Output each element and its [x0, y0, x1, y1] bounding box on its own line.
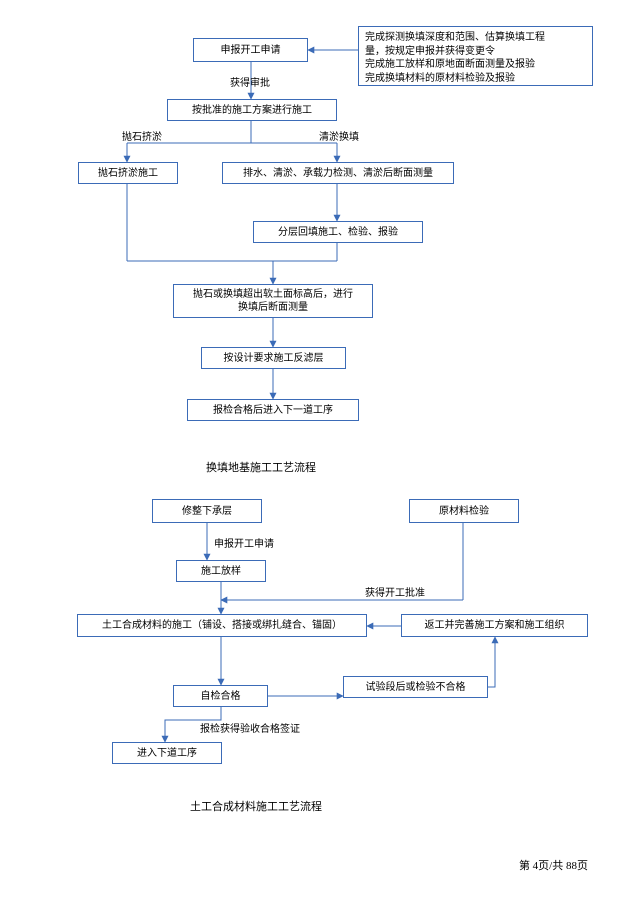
node-label: 进入下道工序 — [137, 747, 197, 760]
note-line: 完成换填材料的原材料检验及报验 — [365, 72, 586, 86]
node-label: 按设计要求施工反滤层 — [224, 352, 324, 365]
node-label: 申报开工申请 — [221, 44, 281, 57]
node-label: 试验段后或检验不合格 — [366, 681, 466, 694]
node-apply: 申报开工申请 — [193, 38, 308, 62]
node-label: 分层回填施工、检验、报验 — [278, 226, 398, 239]
node-construct: 按批准的施工方案进行施工 — [167, 99, 337, 121]
node-label: 土工合成材料的施工（铺设、搭接或绑扎缝合、锚固） — [102, 619, 342, 632]
edge-label-replace: 清淤换填 — [319, 132, 359, 144]
node-geo: 土工合成材料的施工（铺设、搭接或绑扎缝合、锚固） — [77, 614, 367, 637]
node-label: 修整下承层 — [182, 505, 232, 518]
node-label: 抛石挤淤施工 — [98, 167, 158, 180]
node-material: 原材料检验 — [409, 499, 519, 523]
node-layer: 分层回填施工、检验、报验 — [253, 221, 423, 243]
edge-label-cert: 报检获得验收合格签证 — [200, 724, 300, 736]
node-sample: 施工放样 — [176, 560, 266, 582]
edge-label-stone: 抛石挤淤 — [122, 132, 162, 144]
note-line: 量，按规定申报并获得变更令 — [365, 45, 586, 59]
note-line: 完成施工放样和原地面断面测量及报验 — [365, 58, 586, 72]
node-note: 完成探测换填深度和范围、估算换填工程 量，按规定申报并获得变更令 完成施工放样和… — [358, 26, 593, 86]
node-selfcheck: 自检合格 — [173, 685, 268, 707]
node-label: 报检合格后进入下一道工序 — [213, 404, 333, 417]
node-next: 报检合格后进入下一道工序 — [187, 399, 359, 421]
node-label: 自检合格 — [201, 690, 241, 703]
node-proceed: 进入下道工序 — [112, 742, 222, 764]
page: 申报开工申请 完成探测换填深度和范围、估算换填工程 量，按规定申报并获得变更令 … — [0, 0, 640, 905]
node-line1: 抛石或换填超出软土面标高后，进行 — [193, 288, 353, 301]
edge-label-approve: 获得审批 — [230, 78, 270, 90]
node-sublayer: 修整下承层 — [152, 499, 262, 523]
note-line: 完成探测换填深度和范围、估算换填工程 — [365, 31, 586, 45]
node-section: 抛石或换填超出软土面标高后，进行 换填后断面测量 — [173, 284, 373, 318]
node-drain: 排水、清淤、承载力检测、清淤后断面测量 — [222, 162, 454, 184]
flow1-title: 换填地基施工工艺流程 — [206, 459, 316, 475]
node-label: 返工并完善施工方案和施工组织 — [425, 619, 565, 632]
node-filter: 按设计要求施工反滤层 — [201, 347, 346, 369]
node-fail: 试验段后或检验不合格 — [343, 676, 488, 698]
flow2-title: 土工合成材料施工工艺流程 — [190, 798, 322, 814]
node-rework: 返工并完善施工方案和施工组织 — [401, 614, 588, 637]
edge-label-apply2: 申报开工申请 — [214, 539, 274, 551]
page-footer: 第 4页/共 88页 — [519, 857, 588, 873]
node-label: 施工放样 — [201, 565, 241, 578]
edge-label-grant: 获得开工批准 — [365, 588, 425, 600]
node-line2: 换填后断面测量 — [238, 301, 308, 314]
node-label: 原材料检验 — [439, 505, 489, 518]
node-label: 按批准的施工方案进行施工 — [192, 104, 312, 117]
node-stone: 抛石挤淤施工 — [78, 162, 178, 184]
node-label: 排水、清淤、承载力检测、清淤后断面测量 — [243, 167, 433, 180]
